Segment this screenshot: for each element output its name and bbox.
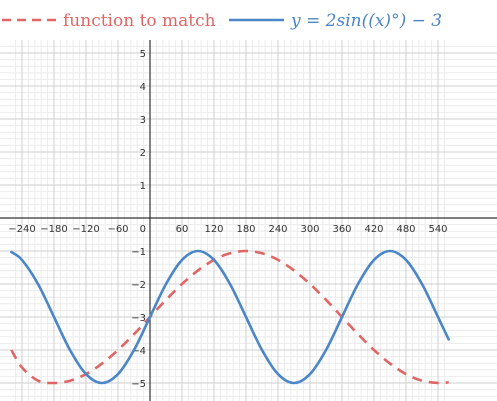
- x-tick-label: 420: [364, 224, 383, 235]
- x-tick-label: 180: [236, 224, 255, 235]
- series-line-function-to-match: [10, 249, 449, 385]
- x-tick-label: 240: [268, 224, 287, 235]
- y-tick-label: 4: [140, 82, 146, 93]
- chart-legend: function to match y = 2sin((x)°) − 3: [2, 11, 442, 31]
- y-tick-label: −3: [131, 313, 146, 324]
- x-tick-label: 120: [204, 224, 223, 235]
- y-tick-label: −1: [131, 247, 146, 258]
- legend-label-sine-function: y = 2sin((x)°) − 3: [290, 11, 442, 31]
- legend-item-function-to-match: function to match: [2, 11, 216, 31]
- x-tick-label: 540: [428, 224, 447, 235]
- x-tick-label: −60: [107, 224, 128, 235]
- legend-item-sine-function: y = 2sin((x)°) − 3: [229, 11, 442, 31]
- grid-minor: [0, 40, 497, 401]
- y-tick-label: 1: [140, 181, 146, 192]
- axes: [0, 40, 497, 401]
- x-tick-label: 0: [140, 224, 146, 235]
- tick-labels: −240 −180 −120 −60 0 60 120 180 240 300 360 420 480 5…: [8, 49, 447, 390]
- x-tick-label: 60: [176, 224, 189, 235]
- graph-plot-area[interactable]: −240 −180 −120 −60 0 60 120 180 240 300 360 420 480 5…: [0, 40, 497, 401]
- x-tick-label: −240: [8, 224, 35, 235]
- y-tick-label: 5: [140, 49, 146, 60]
- series-layer: [10, 249, 450, 385]
- x-tick-label: −120: [72, 224, 99, 235]
- y-tick-label: 2: [140, 148, 146, 159]
- y-tick-label: −5: [131, 379, 146, 390]
- grid-major: [0, 40, 497, 401]
- y-tick-label: −2: [131, 280, 146, 291]
- x-tick-label: −180: [40, 224, 67, 235]
- legend-label-function-to-match: function to match: [63, 11, 216, 31]
- x-tick-label: 360: [332, 224, 351, 235]
- y-tick-label: −4: [131, 346, 146, 357]
- x-tick-label: 480: [396, 224, 415, 235]
- x-tick-label: 300: [300, 224, 319, 235]
- y-tick-label: 3: [140, 115, 146, 126]
- series-line-sine-function: [10, 249, 450, 385]
